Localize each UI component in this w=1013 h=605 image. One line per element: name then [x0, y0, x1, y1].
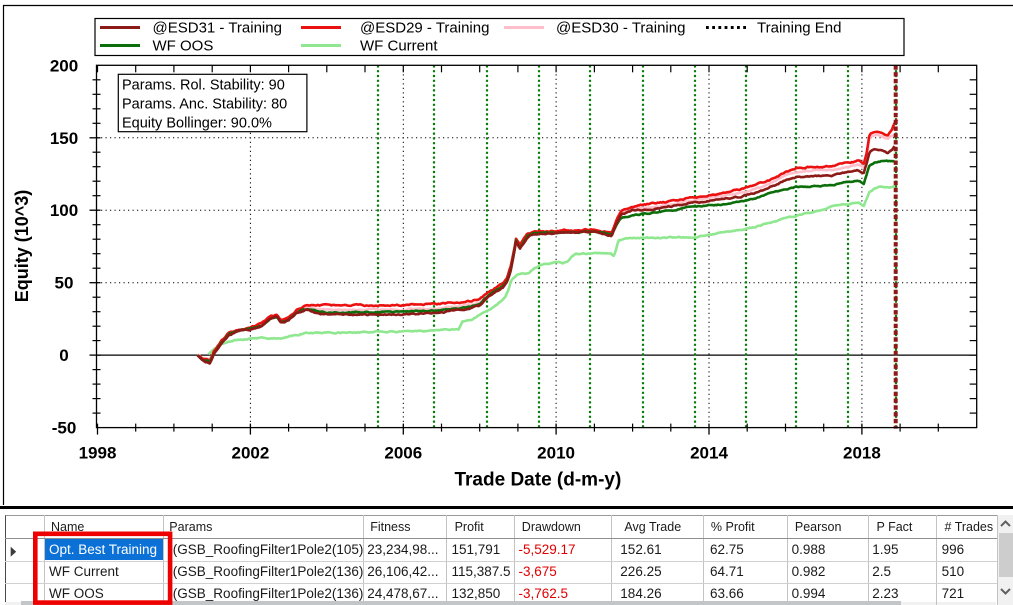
svg-text:100: 100	[50, 201, 78, 220]
svg-text:@ESD31 - Training: @ESD31 - Training	[153, 20, 282, 37]
svg-text:2002: 2002	[231, 444, 269, 463]
svg-text:2010: 2010	[537, 444, 575, 463]
svg-text:Equity (10^3): Equity (10^3)	[12, 190, 32, 303]
svg-text:2014: 2014	[690, 444, 728, 463]
svg-text:2006: 2006	[384, 444, 422, 463]
svg-text:-50: -50	[52, 419, 77, 438]
svg-text:@ESD29 - Training: @ESD29 - Training	[360, 20, 489, 37]
svg-text:50: 50	[55, 274, 74, 293]
svg-text:Trade Date (d-m-y): Trade Date (d-m-y)	[454, 470, 621, 491]
svg-text:Training End: Training End	[757, 20, 842, 37]
svg-text:WF OOS: WF OOS	[153, 38, 214, 55]
svg-text:200: 200	[50, 56, 78, 75]
svg-text:WF Current: WF Current	[360, 38, 438, 55]
svg-text:Params. Rol. Stability: 90: Params. Rol. Stability: 90	[122, 78, 285, 94]
svg-text:150: 150	[50, 129, 78, 148]
svg-text:2018: 2018	[843, 444, 881, 463]
svg-text:Params. Anc. Stability: 80: Params. Anc. Stability: 80	[122, 97, 287, 113]
svg-text:1998: 1998	[79, 444, 117, 463]
svg-text:@ESD30 - Training: @ESD30 - Training	[556, 20, 685, 37]
svg-text:Equity Bollinger: 90.0%: Equity Bollinger: 90.0%	[122, 116, 272, 132]
svg-text:0: 0	[59, 346, 68, 365]
